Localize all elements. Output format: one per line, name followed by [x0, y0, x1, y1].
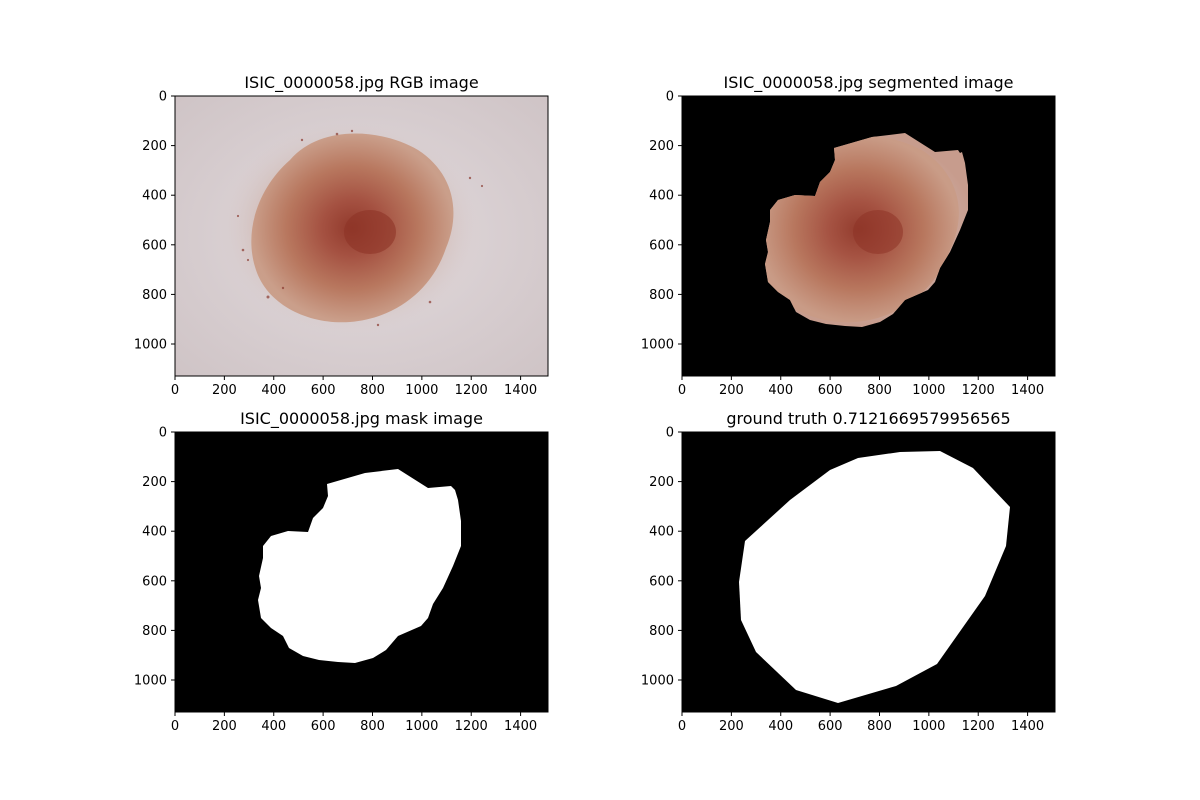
x-tick-label: 1400: [504, 383, 537, 398]
y-tick-label: 1000: [134, 674, 167, 689]
y-tick-label: 0: [666, 90, 674, 105]
y-tick-label: 400: [142, 189, 167, 204]
x-tick-label: 400: [261, 383, 286, 398]
groundtruth-image: [681, 431, 1056, 713]
panel-groundtruth-y-axis: 0 200 400 600 800 1000: [641, 426, 682, 689]
lesion-core: [344, 210, 396, 254]
y-tick-label: 0: [159, 426, 167, 441]
x-tick-label: 1400: [1011, 383, 1044, 398]
x-tick-label: 400: [768, 719, 793, 734]
y-tick-label: 200: [649, 475, 674, 490]
y-tick-label: 1000: [134, 338, 167, 353]
panel-segmented-y-axis: 0 200 400 600 800 1000: [641, 90, 682, 353]
y-tick-label: 1000: [641, 338, 674, 353]
y-tick-label: 400: [649, 525, 674, 540]
y-tick-label: 0: [666, 426, 674, 441]
x-tick-label: 800: [867, 719, 892, 734]
y-tick-label: 600: [142, 574, 167, 589]
x-tick-label: 1000: [912, 719, 945, 734]
segmented-image: [681, 95, 1056, 377]
x-tick-label: 1400: [1011, 719, 1044, 734]
x-tick-label: 1000: [405, 719, 438, 734]
y-tick-label: 1000: [641, 674, 674, 689]
x-tick-label: 200: [719, 383, 744, 398]
panel-groundtruth-title: ground truth 0.7121669579956565: [726, 409, 1010, 428]
x-tick-label: 600: [818, 719, 843, 734]
x-tick-label: 0: [171, 719, 179, 734]
groundtruth-region: [739, 451, 1010, 703]
x-tick-label: 200: [212, 719, 237, 734]
x-tick-label: 1200: [455, 719, 488, 734]
y-tick-label: 0: [159, 90, 167, 105]
y-tick-label: 400: [142, 525, 167, 540]
x-tick-label: 600: [311, 383, 336, 398]
panel-mask: ISIC_0000058.jpg mask image 0 200 400 600 80…: [134, 409, 549, 734]
x-tick-label: 600: [818, 383, 843, 398]
y-tick-label: 600: [649, 238, 674, 253]
x-tick-label: 1200: [455, 383, 488, 398]
panel-mask-title: ISIC_0000058.jpg mask image: [240, 409, 483, 429]
rgb-image: [174, 95, 549, 377]
x-tick-label: 400: [768, 383, 793, 398]
x-tick-label: 800: [867, 383, 892, 398]
y-tick-label: 400: [649, 189, 674, 204]
y-tick-label: 200: [142, 139, 167, 154]
y-tick-label: 200: [649, 139, 674, 154]
y-tick-label: 200: [142, 475, 167, 490]
panel-segmented-x-axis: 0 200 400 600 800 1000 1200 1400: [678, 376, 1044, 398]
panel-groundtruth: ground truth 0.7121669579956565 0 200 400 6…: [641, 409, 1056, 734]
panel-segmented-title: ISIC_0000058.jpg segmented image: [723, 73, 1013, 93]
mask-image: [174, 431, 549, 713]
x-tick-label: 1000: [912, 383, 945, 398]
panel-mask-y-axis: 0 200 400 600 800 1000: [134, 426, 175, 689]
panel-rgb-title: ISIC_0000058.jpg RGB image: [244, 73, 478, 93]
x-tick-label: 600: [311, 719, 336, 734]
x-tick-label: 1200: [962, 719, 995, 734]
x-tick-label: 800: [360, 383, 385, 398]
x-tick-label: 400: [261, 719, 286, 734]
mask-region: [258, 469, 461, 663]
panel-rgb-x-axis: 0 200 400 600 800 1000 1200 1400: [171, 376, 537, 398]
panel-groundtruth-x-axis: 0 200 400 600 800 1000 1200 1400: [678, 712, 1044, 734]
panel-segmented: ISIC_0000058.jpg segmented image 0 200 400…: [641, 73, 1056, 398]
x-tick-label: 1200: [962, 383, 995, 398]
y-tick-label: 800: [142, 288, 167, 303]
x-tick-label: 200: [719, 719, 744, 734]
y-tick-label: 600: [649, 574, 674, 589]
lesion-dots: [236, 129, 484, 327]
panel-mask-x-axis: 0 200 400 600 800 1000 1200 1400: [171, 712, 537, 734]
x-tick-label: 1000: [405, 383, 438, 398]
y-tick-label: 800: [649, 288, 674, 303]
x-tick-label: 1400: [504, 719, 537, 734]
x-tick-label: 200: [212, 383, 237, 398]
y-tick-label: 800: [142, 624, 167, 639]
y-tick-label: 600: [142, 238, 167, 253]
x-tick-label: 0: [171, 383, 179, 398]
x-tick-label: 800: [360, 719, 385, 734]
y-tick-label: 800: [649, 624, 674, 639]
x-tick-label: 0: [678, 719, 686, 734]
x-tick-label: 0: [678, 383, 686, 398]
panel-rgb-y-axis: 0 200 400 600 800 1000: [134, 90, 175, 353]
panel-rgb: ISIC_0000058.jpg RGB image 0 200 400 600 800…: [134, 73, 549, 398]
